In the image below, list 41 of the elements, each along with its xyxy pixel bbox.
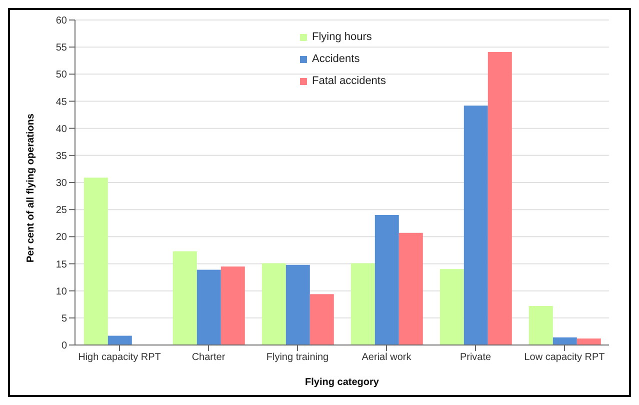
x-tick-label: Flying training — [266, 352, 329, 364]
legend-label: Fatal accidents — [312, 74, 386, 89]
y-tick-label: 55 — [56, 42, 68, 54]
y-tick-label: 30 — [56, 178, 68, 190]
bar — [440, 269, 464, 345]
bar — [172, 251, 197, 345]
bar — [528, 306, 553, 345]
x-tick-label: High capacity RPT — [78, 352, 161, 364]
y-tick-label: 35 — [56, 150, 68, 162]
y-tick-label: 25 — [56, 205, 68, 216]
bar — [310, 294, 334, 345]
bar — [374, 215, 399, 345]
y-tick-label: 40 — [56, 124, 68, 135]
y-tick-label: 0 — [61, 340, 68, 352]
y-tick-label: 60 — [56, 16, 68, 27]
bar — [350, 263, 375, 345]
x-axis-title: Flying category — [305, 377, 380, 388]
x-tick-label: Low capacity RPT — [524, 352, 605, 364]
bar — [464, 106, 488, 345]
y-tick-label: 50 — [56, 70, 68, 81]
y-tick-label: 5 — [61, 313, 68, 324]
bar — [398, 232, 423, 345]
legend-label: Flying hours — [312, 30, 372, 45]
y-tick-label: 15 — [56, 259, 68, 270]
y-tick-label: 20 — [56, 232, 68, 244]
bar — [220, 266, 245, 345]
bar — [108, 336, 132, 345]
bar — [552, 337, 577, 345]
bar — [84, 178, 108, 345]
bar — [576, 338, 601, 345]
bar — [286, 264, 310, 345]
x-tick-label: Private — [460, 352, 492, 364]
bar — [196, 270, 221, 345]
legend-label: Accidents — [312, 52, 360, 67]
y-tick-label: 10 — [56, 286, 68, 298]
y-tick-label: 45 — [56, 96, 68, 108]
bar — [488, 52, 512, 345]
x-tick-label: Charter — [192, 352, 226, 364]
x-tick-label: Aerial work — [362, 352, 412, 364]
bar — [262, 263, 286, 345]
y-axis-title: Per cent of all flying operations — [26, 113, 37, 262]
